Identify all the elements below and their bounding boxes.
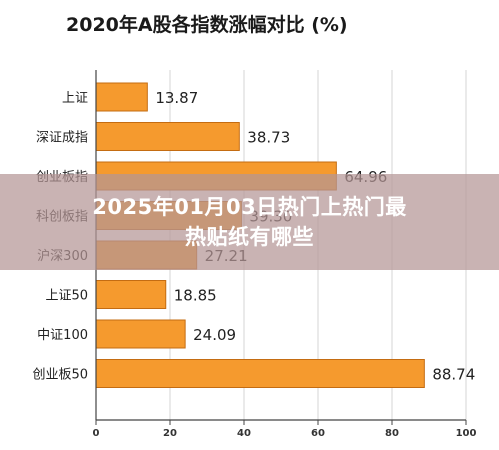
category-label: 上证50 [45,289,88,304]
banner-line-1: 2025年01月03日热门上热门最 [92,195,407,219]
value-label: 38.73 [247,129,290,147]
category-label: 创业板50 [32,368,88,383]
category-label: 中证100 [37,328,88,343]
bar-6 [95,319,186,349]
banner-line-2: 热贴纸有哪些 [185,225,314,249]
value-label: 88.74 [432,366,475,384]
chart-title: 2020年A股各指数涨幅对比 (%) [66,13,348,36]
x-tick-label: 20 [163,428,177,439]
category-label: 上证 [62,91,88,106]
x-tick-label: 80 [385,428,399,439]
x-tick-label: 100 [456,428,477,439]
value-label: 24.09 [193,326,236,344]
x-tick-label: 60 [311,428,325,439]
bar-5 [95,280,167,309]
bar-0 [95,82,148,112]
value-label: 18.85 [174,287,217,305]
value-label: 13.87 [155,89,198,107]
x-tick-label: 0 [93,428,100,439]
x-tick-label: 40 [237,428,251,439]
overlay-banner: 2025年01月03日热门上热门最 热贴纸有哪些 [0,174,499,270]
bar-1 [95,122,240,151]
bar-7 [95,359,425,388]
category-label: 深证成指 [36,131,88,146]
